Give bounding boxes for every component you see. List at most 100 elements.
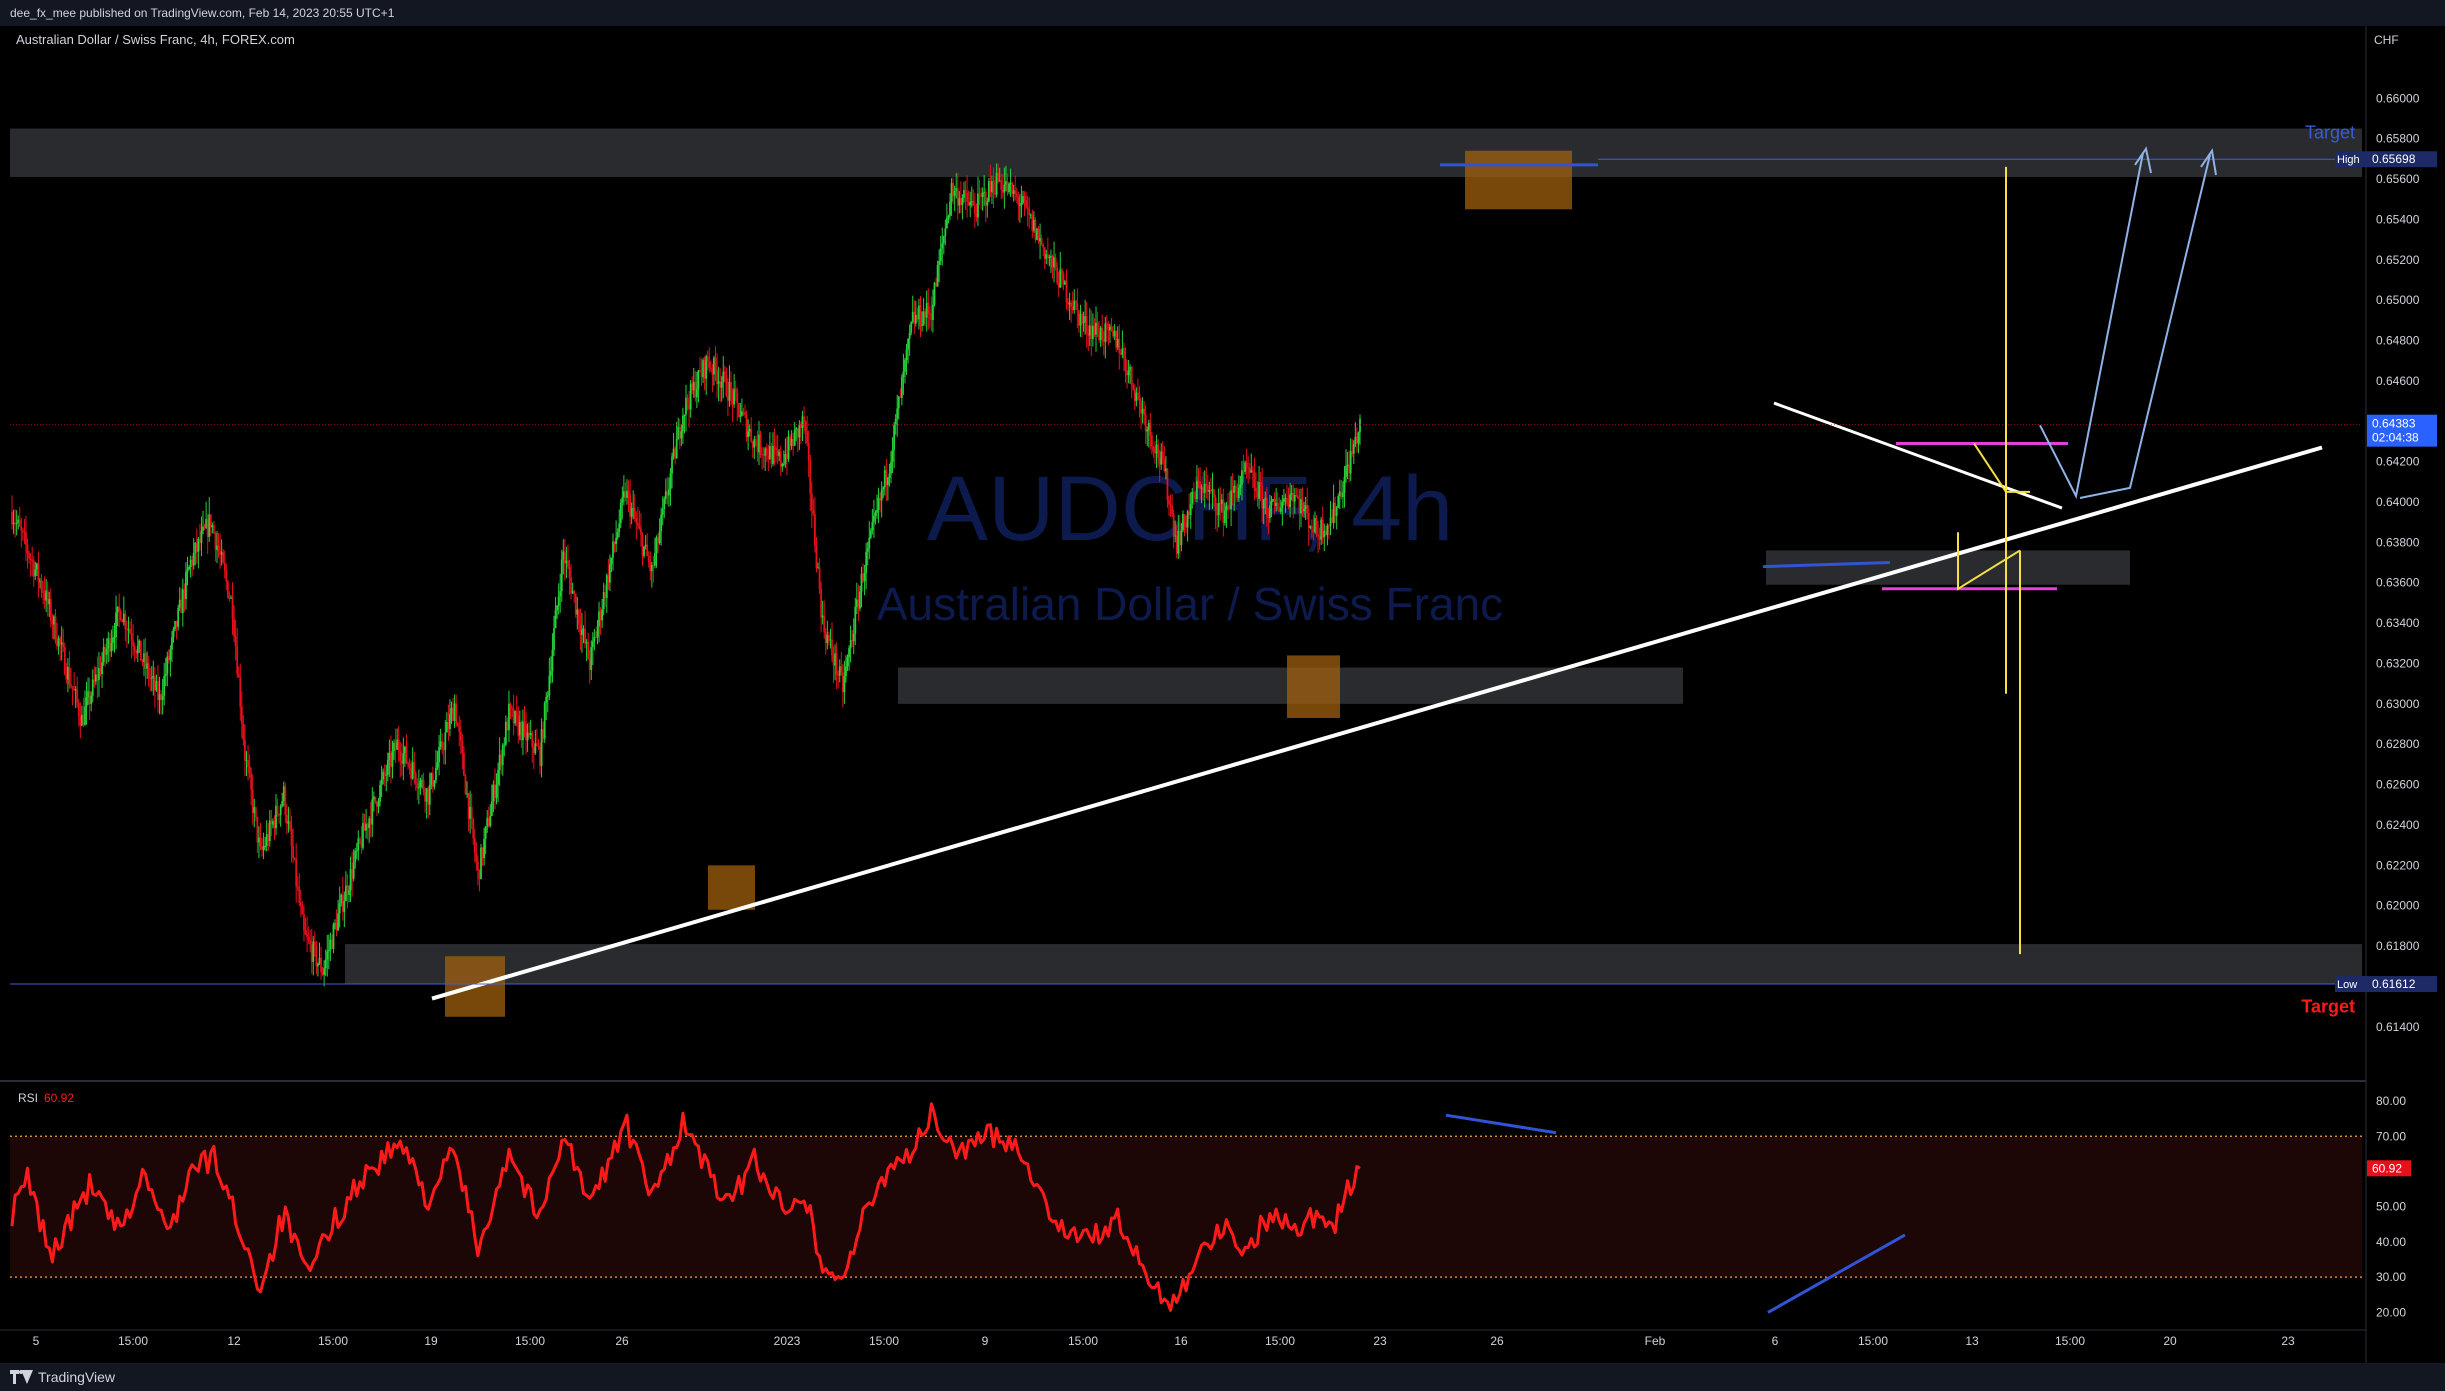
candle-body — [1247, 467, 1250, 469]
candle-body — [647, 556, 650, 562]
candle-body — [67, 666, 69, 680]
candle-body — [93, 679, 96, 682]
candle-body — [71, 686, 74, 689]
candle-body — [964, 190, 967, 193]
time-tick-label: 19 — [424, 1334, 438, 1348]
candle-body — [1150, 435, 1153, 447]
candle-body — [970, 201, 973, 203]
candle-body — [512, 708, 515, 724]
candle-body — [1314, 518, 1316, 533]
candle-body — [1304, 505, 1307, 509]
candle-body — [489, 815, 492, 827]
candle-body — [79, 716, 82, 726]
candle-body — [837, 674, 840, 676]
candle-body — [506, 721, 509, 730]
candle-body — [298, 887, 301, 903]
candle-body — [444, 732, 447, 750]
tradingview-logo-icon — [10, 1370, 33, 1384]
candle-body — [966, 192, 968, 202]
candle-body — [995, 172, 998, 195]
rsi-line — [10, 1102, 1361, 1312]
candle-body — [428, 784, 431, 805]
candle-body — [711, 368, 714, 375]
candle-body — [110, 642, 113, 652]
candle-body — [84, 706, 86, 726]
candle-body — [1259, 482, 1262, 487]
candle-body — [410, 767, 413, 779]
candle-body — [1225, 505, 1228, 511]
candle-body — [928, 313, 931, 315]
candle-body — [627, 490, 630, 495]
candle-body — [567, 560, 569, 568]
candle-body — [1054, 257, 1057, 268]
candle-body — [197, 538, 200, 552]
candle-body — [1326, 525, 1329, 535]
candle-body — [1022, 196, 1024, 204]
candle-body — [1001, 189, 1004, 193]
candle-body — [801, 416, 804, 428]
candle-body — [1154, 451, 1156, 454]
candle-body — [244, 740, 246, 761]
candle-body — [463, 752, 465, 776]
candle-body — [214, 533, 217, 550]
candle-body — [883, 470, 886, 488]
candle-body — [813, 514, 816, 546]
candle-body — [871, 521, 874, 531]
candle-body — [1183, 514, 1186, 523]
candle-body — [744, 412, 746, 415]
candle-body — [1014, 190, 1017, 194]
candle-body — [549, 671, 552, 676]
candle-body — [1037, 228, 1040, 242]
candle-body — [511, 707, 513, 709]
candle-body — [587, 641, 590, 660]
candle-body — [508, 703, 510, 730]
low-tag-bg — [2335, 976, 2367, 993]
candle-body — [1036, 228, 1038, 240]
candle-body — [363, 823, 366, 831]
candle-body — [532, 747, 535, 754]
candle-body — [1180, 530, 1183, 546]
candle-body — [1090, 325, 1093, 340]
candle-body — [1223, 510, 1226, 523]
candle-body — [739, 415, 742, 417]
candle-body — [775, 447, 777, 450]
rsi-tick-label: 70.00 — [2376, 1129, 2406, 1143]
candle-body — [1133, 389, 1136, 402]
candle-body — [779, 451, 782, 467]
candle-body — [607, 575, 610, 583]
candle-body — [53, 616, 55, 625]
candle-body — [1253, 472, 1256, 488]
candle-body — [1073, 300, 1076, 311]
candle-body — [959, 198, 962, 205]
candle-body — [416, 783, 419, 789]
candle-body — [1172, 514, 1175, 536]
candle-body — [751, 441, 754, 448]
candle-body — [25, 532, 27, 545]
candle-body — [1287, 503, 1290, 508]
candle-body — [377, 801, 380, 807]
candle-body — [425, 788, 428, 802]
candle-body — [706, 356, 709, 362]
candle-body — [768, 446, 771, 460]
candle-body — [880, 489, 883, 501]
time-tick-label: 26 — [615, 1334, 629, 1348]
candle-body — [1237, 487, 1240, 499]
candle-body — [31, 559, 34, 561]
candle-body — [365, 823, 367, 831]
candle-body — [514, 711, 517, 724]
candle-body — [933, 282, 936, 305]
candle-body — [1101, 327, 1104, 341]
candle-body — [1197, 480, 1200, 482]
candle-body — [56, 641, 58, 647]
candle-body — [787, 436, 790, 459]
candle-body — [87, 691, 89, 698]
candle-body — [1067, 302, 1069, 305]
candle-body — [525, 724, 527, 741]
candle-body — [793, 429, 796, 446]
candle-body — [1208, 490, 1211, 492]
candle-body — [900, 376, 903, 398]
tradingview-logo[interactable]: TradingView — [10, 1369, 115, 1385]
candle-body — [719, 381, 722, 388]
candle-body — [947, 215, 950, 218]
